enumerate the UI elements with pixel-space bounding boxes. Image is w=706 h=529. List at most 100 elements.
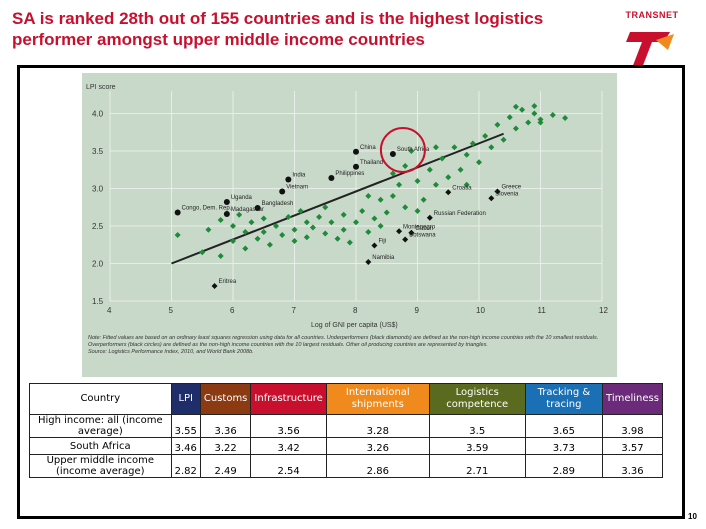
data-point: [334, 235, 341, 242]
underperformer-point: [396, 228, 403, 235]
y-tick-label: 3.5: [92, 147, 104, 156]
table-row: Upper middle income (income average) 2.82…: [29, 454, 663, 478]
south-africa-highlight: [379, 127, 426, 173]
score-cell: 2.89: [524, 454, 604, 478]
data-point: [236, 211, 243, 218]
point-label: Uganda: [231, 195, 253, 201]
slide-title: SA is ranked 28th out of 155 countries a…: [12, 9, 544, 49]
data-point: [174, 232, 181, 238]
data-point: [371, 215, 378, 222]
page-number: 10: [688, 512, 697, 521]
point-label: Vietnam: [286, 185, 308, 191]
data-point: [322, 204, 329, 211]
data-point: [254, 235, 261, 242]
country-cell: High income: all (income average): [29, 414, 172, 438]
point-label: Philippines: [335, 171, 364, 177]
data-point: [389, 193, 396, 199]
data-point: [328, 219, 335, 226]
data-point: [402, 204, 409, 211]
data-point: [494, 121, 501, 128]
data-point: [353, 219, 359, 226]
data-point: [248, 219, 255, 226]
data-point: [476, 159, 482, 166]
data-point: [291, 226, 298, 233]
data-point: [500, 136, 507, 143]
point-label: Thailand: [360, 160, 383, 166]
header-timeliness: Timeliness: [602, 383, 663, 415]
y-tick-label: 2.0: [92, 260, 104, 269]
score-cell: 3.36: [602, 454, 663, 478]
point-label: Congo, Dem. Rep.: [182, 206, 232, 212]
score-cell: 3.65: [524, 414, 604, 438]
data-point: [273, 223, 280, 229]
data-point: [562, 115, 569, 121]
y-tick-label: 4.0: [92, 110, 104, 119]
overperformer-point: [389, 151, 396, 157]
y-tick-label: 2.5: [92, 222, 104, 231]
data-point: [242, 245, 249, 252]
header-tracking-tracing: Tracking & tracing: [524, 383, 604, 415]
data-point: [205, 226, 212, 233]
chart-footnote: Note: Fitted values are based on an ordi…: [88, 335, 608, 356]
data-point: [217, 253, 224, 259]
data-point: [297, 208, 304, 214]
data-point: [432, 144, 439, 151]
data-point: [488, 144, 495, 151]
y-axis-label: LPI score: [86, 84, 116, 91]
table-row: South Africa 3.46 3.22 3.42 3.26 3.59 3.73 3.57: [29, 437, 663, 455]
data-point: [432, 181, 439, 188]
point-label: Fiji: [378, 239, 386, 245]
x-tick-label: 9: [415, 306, 420, 315]
data-point: [383, 209, 390, 216]
data-point: [291, 238, 298, 244]
x-tick-label: 6: [230, 306, 235, 315]
data-point: [512, 125, 519, 132]
point-label: India: [292, 173, 306, 179]
country-cell: South Africa: [29, 437, 172, 455]
overperformer-point: [279, 188, 286, 195]
data-point: [445, 174, 452, 181]
data-point: [512, 103, 519, 110]
score-cell: 3.59: [428, 437, 526, 455]
y-tick-label: 1.5: [92, 297, 104, 306]
content-frame: [17, 65, 685, 519]
overperformer-point: [353, 148, 359, 155]
data-point: [469, 140, 476, 147]
data-point: [531, 103, 538, 109]
point-label: Gabon: [415, 226, 433, 232]
underperformer-point: [445, 189, 452, 196]
data-point: [402, 163, 409, 169]
x-tick-label: 5: [169, 306, 174, 315]
header-infrastructure: Infrastructure: [250, 383, 327, 415]
score-cell: 2.54: [250, 454, 327, 478]
data-point: [340, 226, 347, 233]
data-point: [303, 234, 310, 241]
point-label: South Africa: [397, 147, 430, 153]
data-point: [279, 232, 286, 238]
scatter-chart: 1.5 2.0 2.5 3.0 3.5 4.0 4 5 6 7 8 9 10 11 12 LPI score L…: [82, 73, 617, 377]
overperformer-point: [285, 176, 292, 183]
point-label: Greece: [501, 185, 521, 191]
data-point: [519, 106, 526, 113]
data-point: [199, 249, 206, 256]
overperformer-point: [353, 163, 359, 170]
x-tick-label: 12: [599, 306, 608, 315]
data-point: [506, 114, 513, 121]
x-tick-label: 4: [107, 306, 112, 315]
score-cell: 3.57: [602, 437, 663, 455]
score-cell: 3.28: [325, 414, 430, 438]
header-country: Country: [29, 383, 172, 415]
score-cell: 3.5: [428, 414, 526, 438]
score-cell: 3.26: [325, 437, 430, 455]
data-point: [451, 144, 458, 151]
data-point: [420, 196, 427, 203]
data-point: [260, 215, 267, 222]
overperformer-point: [328, 175, 335, 181]
data-point: [414, 208, 421, 214]
point-label: Russian Federation: [434, 211, 486, 217]
header-international-shipments: International shipments: [325, 383, 430, 415]
point-label: Montenegro: [403, 224, 436, 230]
score-cell: 3.56: [250, 414, 327, 438]
data-point: [309, 224, 316, 231]
underperformer-point: [211, 283, 218, 289]
